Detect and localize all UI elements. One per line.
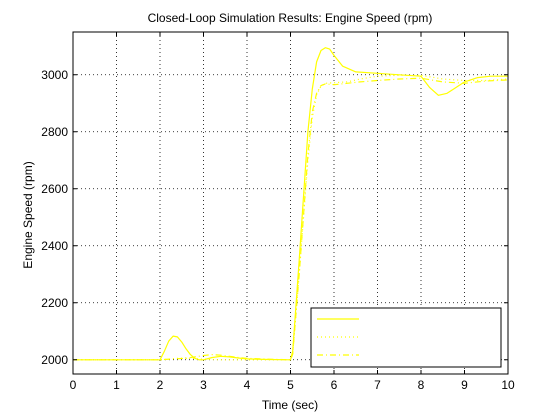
legend: [310, 307, 502, 368]
plot-series: [73, 47, 509, 361]
x-tick-label: 9: [461, 378, 468, 392]
x-tick-label: 0: [70, 378, 77, 392]
x-tick-label: 2: [157, 378, 164, 392]
y-tick-label: 3000: [41, 68, 68, 82]
y-tick-label: 2400: [41, 239, 68, 253]
y-tick-label: 2200: [41, 296, 68, 310]
x-tick-label: 6: [331, 378, 338, 392]
y-tick-label: 2800: [41, 125, 68, 139]
x-tick-label: 4: [244, 378, 251, 392]
series-line-2: [73, 74, 509, 361]
series-line-1: [73, 47, 508, 361]
y-tick-label: 2600: [41, 182, 68, 196]
x-tick-label: 5: [287, 378, 294, 392]
y-tick-label: 2000: [41, 353, 68, 367]
x-tick-label: 3: [200, 378, 207, 392]
x-tick-label: 10: [501, 378, 515, 392]
y-axis-ticks: 2000 2200 2400 2600 2800 3000: [41, 68, 508, 367]
x-tick-label: 7: [374, 378, 381, 392]
x-axis-ticks: 0 1 2 3 4 5 6 7 8 9 10: [70, 32, 515, 392]
chart-title: Closed-Loop Simulation Results: Engine S…: [148, 11, 433, 25]
y-axis-label: Engine Speed (rpm): [21, 161, 35, 268]
x-tick-label: 1: [113, 378, 120, 392]
legend-box: [310, 307, 502, 368]
series-line-3: [73, 77, 509, 361]
x-axis-label: Time (sec): [262, 398, 318, 412]
x-tick-label: 8: [418, 378, 425, 392]
